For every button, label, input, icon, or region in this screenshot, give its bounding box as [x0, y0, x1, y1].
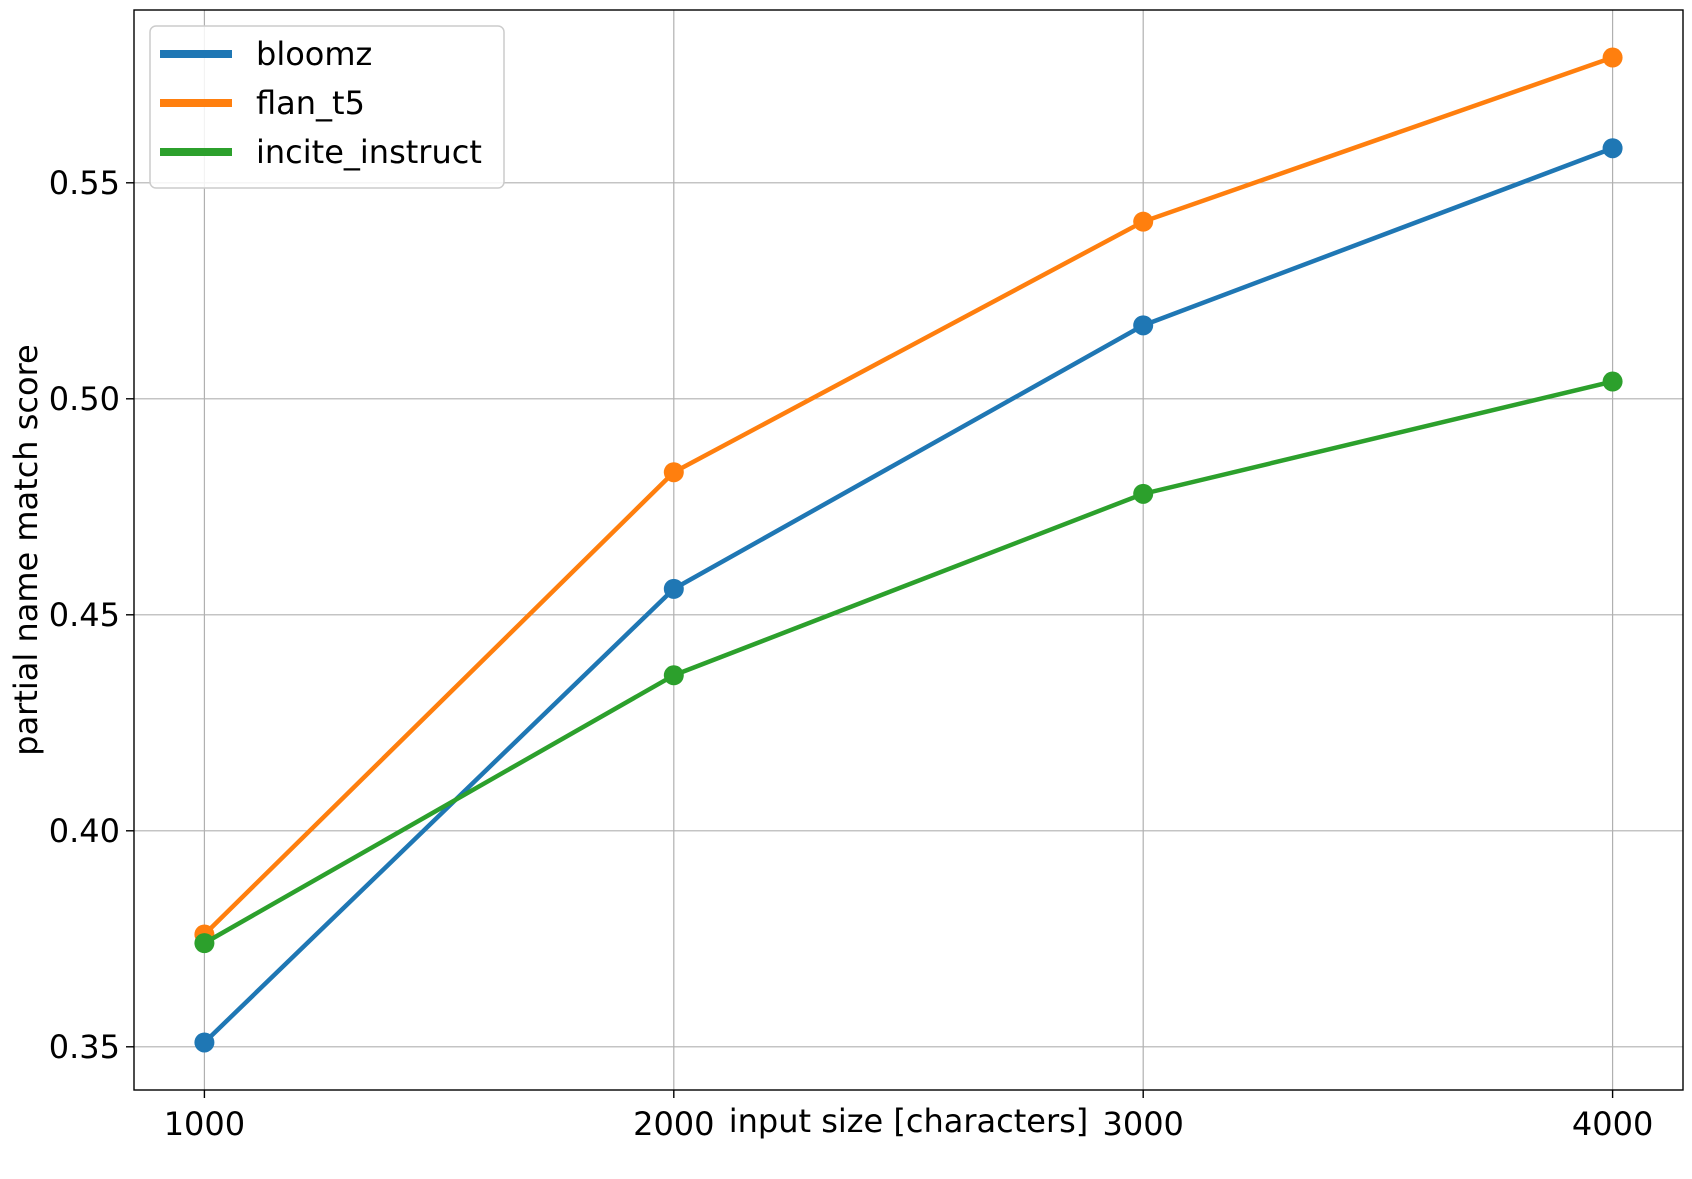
series-line	[202, 55, 1614, 937]
legend-item: incite_instruct	[160, 133, 482, 171]
y-tick-label: 0.55	[49, 164, 120, 202]
legend-label: flan_t5	[256, 84, 365, 122]
y-tick-label: 0.50	[49, 380, 120, 418]
series-bloomz	[194, 138, 1623, 1053]
data-point	[663, 665, 684, 686]
data-point	[663, 578, 684, 599]
legend-box	[149, 25, 505, 189]
series-line	[202, 146, 1614, 1045]
data-point	[1133, 483, 1154, 504]
y-tick-label: 0.45	[49, 596, 120, 634]
data-point	[1602, 47, 1623, 68]
y-axis-label: partial name match score	[7, 344, 45, 755]
legend-item: bloomz	[160, 35, 372, 73]
data-point	[1133, 211, 1154, 232]
data-point	[194, 1032, 215, 1053]
grid-lines	[134, 10, 1683, 1090]
x-axis-label: input size [characters]	[729, 1102, 1089, 1140]
series-layer	[194, 47, 1623, 1053]
x-tick-label: 1000	[164, 1105, 245, 1143]
series-incite_instruct	[194, 371, 1623, 954]
data-point	[1602, 138, 1623, 159]
x-tick-label: 2000	[633, 1105, 714, 1143]
data-point	[1133, 315, 1154, 336]
legend-label: bloomz	[256, 35, 372, 73]
x-tick-label: 3000	[1102, 1105, 1183, 1143]
series-line	[203, 379, 1614, 946]
y-tick-label: 0.35	[49, 1028, 120, 1066]
legend-item: flan_t5	[160, 84, 365, 122]
axis-ticks: 1000 2000 3000 4000 0.35 0.40 0.45 0.50 0.55	[49, 164, 1654, 1143]
x-tick-label: 4000	[1572, 1105, 1653, 1143]
legend: bloomz flan_t5 incite_instruct	[149, 25, 505, 189]
plot-frame	[133, 9, 1684, 1091]
y-tick-label: 0.40	[49, 812, 120, 850]
data-point	[194, 933, 215, 954]
data-point	[663, 462, 684, 483]
legend-label: incite_instruct	[256, 133, 482, 171]
data-point	[1602, 371, 1623, 392]
